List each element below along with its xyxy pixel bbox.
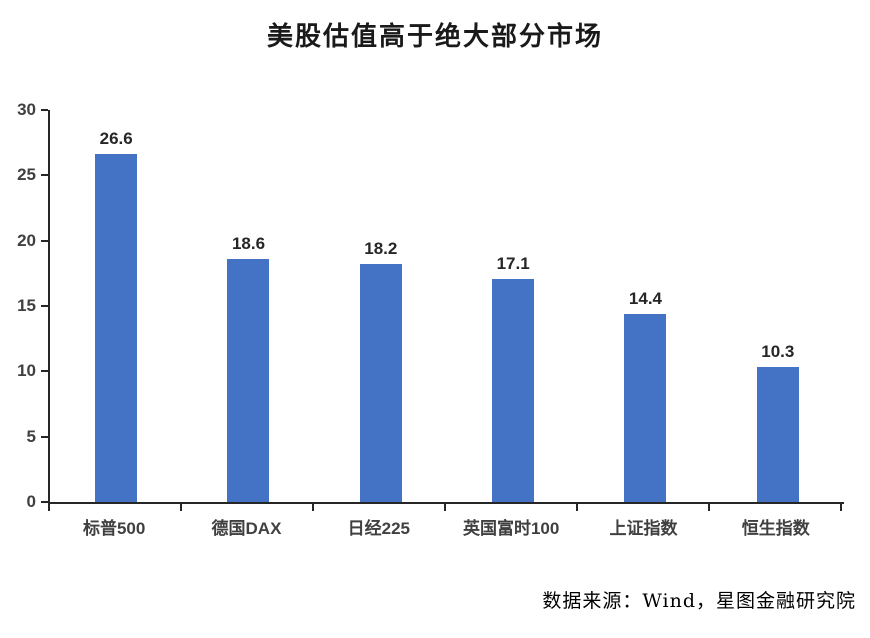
bar-value-label: 10.3 (761, 342, 795, 362)
x-tick-mark (314, 504, 446, 511)
bar (624, 313, 667, 502)
y-axis: 0 5 10 15 20 25 30 (0, 100, 48, 511)
bar-group-sp500: 26.6 (50, 110, 182, 502)
x-axis-labels: 标普500 德国DAX 日经225 英国富时100 上证指数 恒生指数 (48, 514, 842, 539)
y-tick-mark (41, 305, 48, 307)
x-tick-mark (50, 504, 182, 511)
x-tick-mark (578, 504, 710, 511)
bar-value-label: 18.6 (231, 233, 266, 253)
y-tick: 0 (2, 492, 48, 511)
x-axis-ticks (48, 504, 842, 511)
x-tick-mark (710, 504, 842, 511)
bar (756, 367, 799, 502)
bar-group-hangseng: 10.3 (712, 110, 844, 502)
y-tick: 15 (2, 296, 48, 315)
y-tick-label: 20 (17, 230, 36, 250)
y-tick: 20 (2, 230, 48, 250)
x-category-label: 日经225 (347, 519, 410, 538)
bar-value-label: 18.2 (364, 239, 398, 259)
plot-area: 26.6 18.6 18.2 17.1 14.4 10.3 (48, 110, 844, 504)
bar-group-sse: 14.4 (579, 110, 711, 502)
y-tick-mark (41, 109, 48, 111)
chart-title: 美股估值高于绝大部分市场 (266, 22, 603, 52)
bar-series: 26.6 18.6 18.2 17.1 14.4 10.3 (50, 110, 844, 502)
y-tick-label: 0 (26, 492, 36, 511)
y-tick-mark (41, 435, 48, 438)
bar (359, 264, 402, 502)
x-tick-mark (446, 504, 578, 511)
y-tick: 30 (2, 100, 48, 119)
bar-group-ftse100: 17.1 (447, 110, 579, 502)
y-tick-label: 5 (26, 426, 36, 446)
bar (95, 154, 138, 502)
y-tick-label: 15 (17, 296, 36, 315)
x-category-label: 德国DAX (211, 519, 282, 538)
bar (227, 258, 270, 502)
x-category-label: 英国富时100 (462, 519, 560, 538)
y-tick-mark (41, 370, 48, 373)
bar-value-label: 17.1 (496, 253, 530, 273)
y-tick: 10 (2, 361, 48, 381)
x-tick-mark (182, 504, 314, 511)
bar-group-dax: 18.6 (182, 110, 314, 502)
bar-group-nikkei225: 18.2 (315, 110, 447, 502)
y-tick-label: 25 (17, 165, 36, 185)
y-tick-mark (41, 239, 48, 242)
y-tick-mark (41, 501, 48, 503)
x-category-label: 上证指数 (609, 519, 678, 538)
bar-value-label: 26.6 (99, 129, 133, 149)
data-source-note: 数据来源：Wind，星图金融研究院 (542, 590, 856, 612)
bar-value-label: 14.4 (628, 288, 663, 308)
y-tick-mark (41, 174, 48, 177)
y-tick: 5 (2, 426, 48, 446)
x-category-label: 标普500 (82, 519, 146, 538)
y-tick: 25 (2, 165, 48, 185)
y-tick-label: 30 (17, 100, 36, 119)
bar (492, 278, 535, 502)
x-category-label: 恒生指数 (741, 519, 810, 538)
y-tick-label: 10 (17, 361, 36, 381)
